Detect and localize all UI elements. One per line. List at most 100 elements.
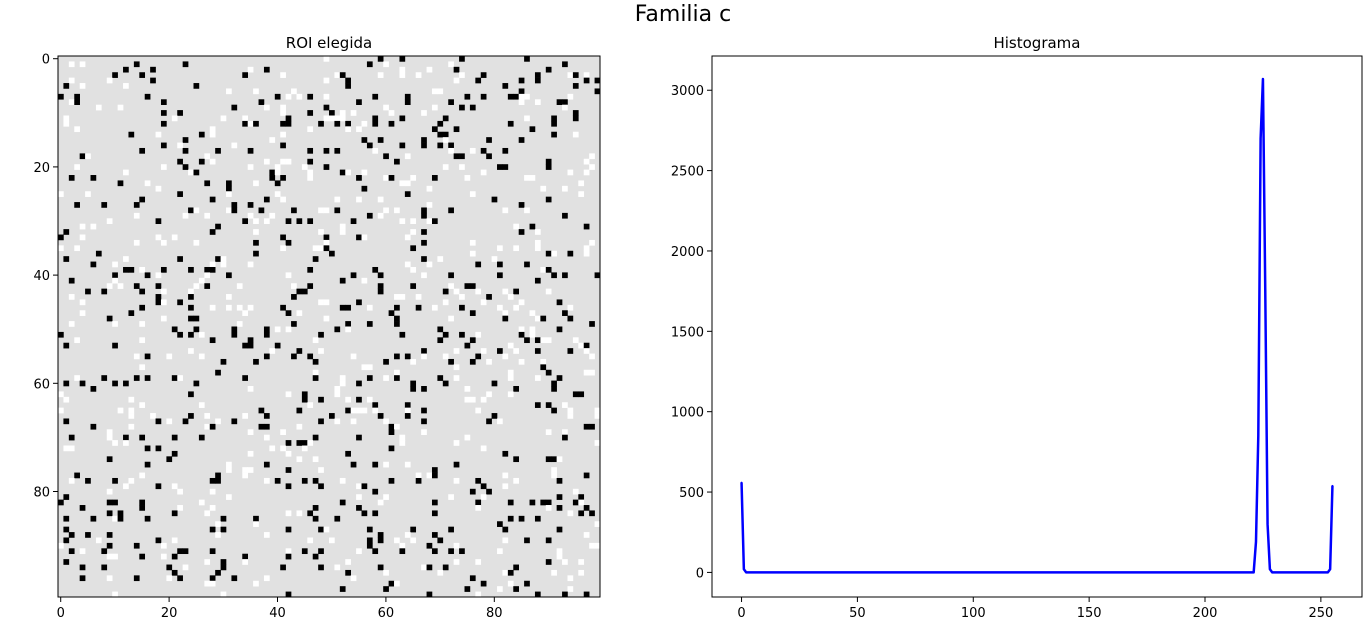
roi-pixel	[578, 342, 585, 349]
roi-pixel	[144, 445, 151, 452]
roi-pixel	[534, 337, 541, 344]
roi-pixel	[491, 196, 498, 203]
roi-pixel	[177, 375, 183, 381]
roi-pixel	[334, 326, 341, 333]
roi-pixel	[307, 158, 314, 165]
roi-pixel	[345, 169, 351, 176]
roi-pixel	[480, 299, 487, 306]
roi-pixel	[139, 364, 146, 371]
roi-pixel	[188, 294, 194, 300]
roi-pixel	[263, 158, 270, 165]
roi-pixel	[529, 126, 536, 133]
roi-pixel	[421, 564, 427, 571]
roi-pixel	[296, 310, 303, 316]
roi-pixel	[567, 510, 574, 517]
roi-pixel	[507, 93, 514, 100]
roi-pixel	[404, 234, 411, 241]
histogram-point	[1259, 137, 1262, 140]
roi-pixel	[480, 147, 487, 154]
roi-pixel	[68, 434, 75, 441]
roi-pixel	[502, 483, 509, 490]
roi-pixel	[285, 526, 292, 533]
roi-pixel	[356, 299, 362, 306]
roi-pixel	[475, 407, 482, 414]
roi-pixel	[58, 245, 64, 252]
roi-pixel	[534, 245, 541, 252]
roi-pixel	[356, 483, 362, 490]
roi-pixel	[63, 445, 70, 452]
roi-pixel	[171, 537, 178, 544]
roi-pixel	[583, 158, 590, 165]
roi-pixel	[296, 510, 303, 517]
roi-pixel	[258, 207, 265, 214]
roi-pixel	[247, 337, 254, 344]
roi-pixel	[106, 315, 113, 322]
roi-pixel	[421, 429, 427, 435]
histogram-point	[1329, 568, 1331, 570]
histogram-y-tick-label: 2000	[671, 245, 704, 260]
roi-pixel	[556, 548, 563, 555]
roi-pixel	[583, 472, 590, 479]
roi-pixel	[58, 191, 64, 197]
roi-pixel	[112, 342, 118, 349]
histogram-point	[1257, 434, 1260, 437]
roi-pixel	[139, 304, 146, 311]
histogram-point	[1250, 571, 1253, 574]
roi-pixel	[209, 526, 216, 533]
roi-pixel	[589, 542, 595, 549]
roi-pixel	[301, 396, 308, 403]
roi-pixel	[572, 110, 579, 116]
roi-pixel	[106, 429, 113, 435]
roi-pixel	[437, 131, 444, 138]
roi-pixel	[144, 515, 151, 522]
roi-pixel	[312, 358, 319, 365]
roi-pixel	[497, 586, 503, 592]
roi-pixel	[226, 185, 232, 192]
roi-pixel	[388, 477, 395, 484]
roi-pixel	[220, 358, 227, 365]
roi-pixel	[524, 337, 530, 344]
roi-pixel	[524, 537, 530, 544]
roi-pixel	[475, 261, 482, 268]
roi-pixel	[562, 310, 568, 316]
histogram-y-tick-label: 0	[696, 566, 704, 581]
roi-pixel	[253, 515, 259, 522]
roi-pixel	[399, 115, 406, 122]
roi-pixel	[139, 553, 146, 560]
roi-pixel	[567, 250, 574, 257]
roi-pixel	[480, 483, 487, 490]
roi-pixel	[226, 467, 232, 473]
roi-pixel	[101, 375, 108, 381]
roi-pixel	[285, 310, 292, 316]
roi-pixel	[182, 564, 189, 571]
roi-pixel	[209, 575, 216, 582]
roi-pixel	[318, 120, 324, 127]
roi-pixel	[431, 126, 438, 133]
roi-pixel	[334, 147, 341, 154]
roi-pixel	[399, 434, 406, 441]
roi-pixel	[312, 477, 319, 484]
roi-pixel	[404, 93, 411, 100]
roi-pixel	[475, 331, 482, 338]
roi-pixel	[280, 245, 286, 252]
roi-pixel	[377, 196, 384, 203]
histogram-y-tick-label: 500	[679, 486, 704, 501]
roi-pixel	[285, 120, 292, 127]
roi-pixel	[128, 396, 135, 403]
roi-pixel	[198, 158, 205, 165]
roi-pixel	[388, 423, 395, 430]
roi-pixel	[231, 142, 238, 149]
roi-pixel	[285, 272, 292, 279]
roi-pixel	[545, 402, 552, 408]
roi-pixel	[269, 169, 276, 176]
roi-pixel	[497, 548, 503, 555]
roi-pixel	[204, 266, 211, 273]
roi-pixel	[556, 375, 563, 381]
roi-pixel	[74, 164, 80, 170]
roi-pixel	[112, 72, 118, 78]
roi-pixel	[594, 542, 601, 549]
roi-pixel	[63, 418, 70, 425]
roi-pixel	[242, 310, 248, 316]
roi-pixel	[193, 326, 200, 333]
roi-pixel	[469, 239, 476, 246]
